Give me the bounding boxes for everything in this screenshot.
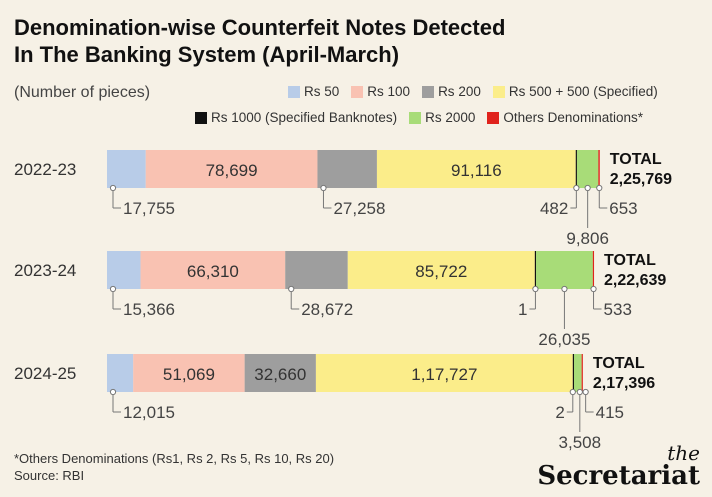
- legend-item-others: Others Denominations*: [487, 110, 643, 125]
- bar-segment: [285, 251, 348, 289]
- legend-label: Others Denominations*: [503, 110, 643, 125]
- legend-label: Rs 50: [304, 84, 340, 99]
- callout-label: 27,258: [333, 199, 385, 218]
- legend-swatch: [487, 111, 500, 124]
- callout-label: 17,755: [123, 199, 175, 218]
- callout-label: 415: [596, 403, 624, 422]
- footnote-source: Source: RBI: [14, 468, 85, 483]
- chart-title-line2: In The Banking System (April-March): [14, 42, 400, 67]
- legend-swatch: [351, 85, 364, 98]
- total-value: 2,25,769: [610, 171, 672, 188]
- callout-dot: [590, 285, 597, 293]
- data-label: 78,699: [206, 161, 258, 180]
- footnote-others: *Others Denominations (Rs1, Rs 2, Rs 5, …: [14, 451, 335, 466]
- chart-subtitle: (Number of pieces): [14, 84, 151, 101]
- callout-dot: [576, 388, 583, 396]
- callout-label: 2: [555, 403, 564, 422]
- category-label: 2023-24: [14, 261, 76, 280]
- bar-segment: [107, 251, 141, 289]
- callout-label: 533: [604, 300, 632, 319]
- bar-segment: [581, 354, 583, 392]
- callout-label: 12,015: [123, 403, 175, 422]
- bar-segment: [573, 354, 582, 392]
- legend-swatch: [409, 111, 422, 124]
- data-label: 91,116: [451, 161, 502, 180]
- bar-segment: [317, 150, 377, 188]
- legend-item-rs50: Rs 50: [288, 84, 339, 99]
- bar-segment: [598, 150, 600, 188]
- chart-title-line1: Denomination-wise Counterfeit Notes Dete…: [14, 15, 506, 40]
- callout-label: 26,035: [538, 330, 590, 349]
- legend-item-rs1000: Rs 1000 (Specified Banknotes): [195, 110, 397, 125]
- bar-segment: [536, 251, 593, 289]
- bar-segment: [376, 150, 576, 188]
- callout-dot: [532, 285, 539, 293]
- legend-swatch: [288, 85, 300, 98]
- callout-label: 9,806: [566, 229, 609, 248]
- legend-label: Rs 500 + 500 (Specified): [508, 84, 658, 99]
- callout-dot: [582, 388, 589, 396]
- bar-segment: [572, 354, 574, 392]
- data-label: 51,069: [163, 365, 215, 384]
- brand-logo: the Secretariat: [537, 441, 700, 491]
- bar-segment: [107, 150, 146, 188]
- total-label: TOTAL: [593, 355, 645, 372]
- legend-label: Rs 100: [367, 84, 411, 99]
- legend-row-1: Rs 50 Rs 100 Rs 200 Rs 500 + 500 (Specif…: [288, 84, 658, 99]
- callout-dot: [584, 184, 591, 192]
- callout-dot: [109, 285, 117, 293]
- legend-item-rs200: Rs 200: [422, 84, 481, 99]
- bar-segment: [140, 251, 286, 289]
- legend-swatch: [422, 85, 435, 98]
- callout-label: 1: [518, 300, 527, 319]
- callout-dot: [573, 184, 580, 192]
- data-label: 32,660: [254, 365, 306, 384]
- total-value: 2,17,396: [593, 375, 655, 392]
- callout-label: 482: [540, 199, 568, 218]
- bar-segment: [315, 354, 573, 392]
- category-label: 2024-25: [14, 364, 76, 383]
- legend-swatch: [492, 85, 505, 98]
- callout-dot: [569, 388, 576, 396]
- callout-label: 15,366: [123, 300, 175, 319]
- callout-label: 3,508: [559, 433, 602, 452]
- legend-item-rs100: Rs 100: [351, 84, 410, 99]
- legend-item-rs500: Rs 500 + 500 (Specified): [492, 84, 658, 99]
- callout-dot: [320, 184, 327, 192]
- bar-segment: [133, 354, 245, 392]
- legend-item-rs2000: Rs 2000: [409, 110, 475, 125]
- legend-swatch: [195, 111, 207, 124]
- brand-the: the: [667, 441, 700, 465]
- brand-name: Secretariat: [537, 461, 700, 491]
- bar-segment: [244, 354, 316, 392]
- data-label: 1,17,727: [411, 365, 477, 384]
- bar-segment: [576, 150, 599, 188]
- callout-dot: [288, 285, 295, 293]
- bar-segment: [107, 354, 134, 392]
- legend-label: Rs 200: [438, 84, 481, 99]
- legend-row-2: Rs 1000 (Specified Banknotes) Rs 2000 Ot…: [195, 110, 643, 125]
- callout-dot: [596, 184, 603, 192]
- bar-segment: [347, 251, 535, 289]
- data-label: 66,310: [187, 262, 239, 281]
- bar-segment: [592, 251, 595, 289]
- bar-segment: [534, 251, 537, 289]
- footnote: *Others Denominations (Rs1, Rs 2, Rs 5, …: [14, 450, 334, 484]
- data-label: 85,722: [415, 262, 467, 281]
- legend-label: Rs 1000 (Specified Banknotes): [211, 110, 398, 125]
- bar-segment: [145, 150, 318, 188]
- chart-title: Denomination-wise Counterfeit Notes Dete…: [14, 14, 614, 68]
- bar-segment: [575, 150, 577, 188]
- category-label: 2022-23: [14, 160, 76, 179]
- callout-dot: [109, 184, 117, 192]
- callout-dot: [561, 285, 568, 293]
- callout-label: 653: [609, 199, 637, 218]
- legend-label: Rs 2000: [425, 110, 476, 125]
- total-label: TOTAL: [604, 252, 656, 269]
- total-value: 2,22,639: [604, 272, 666, 289]
- callout-label: 28,672: [301, 300, 353, 319]
- callout-dot: [109, 388, 117, 396]
- total-label: TOTAL: [610, 151, 662, 168]
